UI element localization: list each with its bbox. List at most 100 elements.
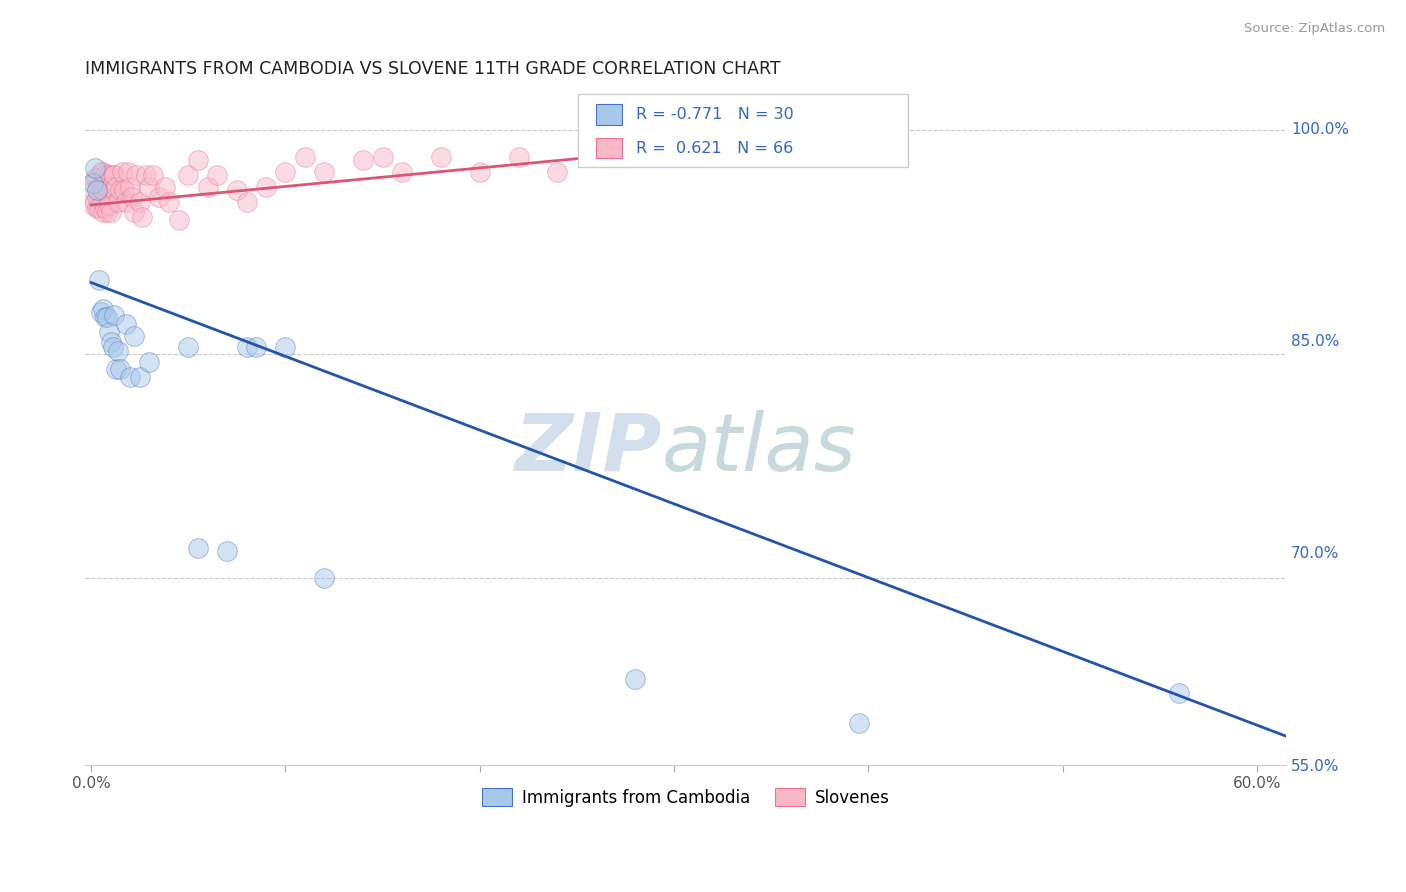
Point (225, 183, 247, 197)
Point (90, 183, 112, 197)
Text: R = -0.771   N = 30: R = -0.771 N = 30 (637, 107, 794, 122)
FancyBboxPatch shape (596, 104, 621, 125)
Point (148, 190, 170, 204)
Point (187, 153, 209, 168)
Legend: Immigrants from Cambodia, Slovenes: Immigrants from Cambodia, Slovenes (475, 781, 897, 814)
FancyBboxPatch shape (596, 138, 621, 158)
Point (82, 183, 104, 197)
Point (91, 205, 114, 219)
Point (121, 190, 143, 204)
Point (352, 153, 374, 168)
Point (235, 194, 257, 209)
Point (84, 194, 107, 209)
Point (115, 318, 138, 332)
Point (468, 165, 491, 179)
Point (122, 329, 145, 343)
Point (391, 165, 413, 179)
Point (128, 369, 150, 384)
Point (314, 165, 336, 179)
Point (90, 165, 112, 179)
Point (86, 201, 108, 215)
Point (103, 183, 125, 197)
Point (135, 168, 157, 182)
Text: IMMIGRANTS FROM CAMBODIA VS SLOVENE 11TH GRADE CORRELATION CHART: IMMIGRANTS FROM CAMBODIA VS SLOVENE 11TH… (86, 60, 780, 78)
Point (82, 176, 104, 190)
Point (105, 362, 128, 376)
Point (115, 194, 138, 209)
Point (848, 715, 870, 730)
Point (702, 138, 724, 153)
Point (177, 168, 200, 182)
Text: atlas: atlas (662, 410, 856, 488)
Point (274, 340, 297, 354)
Point (111, 165, 134, 179)
Point (87, 272, 110, 286)
Point (103, 309, 125, 323)
Point (546, 165, 568, 179)
Point (128, 194, 150, 209)
Point (131, 210, 153, 224)
Point (235, 340, 257, 354)
Point (96, 310, 118, 324)
Point (157, 194, 180, 209)
Point (90, 305, 112, 319)
Point (1168, 686, 1191, 700)
Point (122, 205, 145, 219)
Point (100, 335, 122, 350)
Point (101, 168, 124, 182)
Point (94, 201, 117, 215)
Point (103, 168, 125, 182)
Point (84, 171, 107, 186)
Point (100, 180, 122, 194)
Point (96, 180, 118, 194)
Point (624, 673, 647, 687)
Point (86, 190, 108, 204)
Point (187, 541, 209, 556)
Point (86, 183, 108, 197)
Point (91, 183, 114, 197)
Point (125, 168, 148, 182)
Point (97, 168, 120, 182)
Point (138, 180, 160, 194)
Point (294, 150, 316, 164)
Point (167, 212, 190, 227)
Point (207, 168, 229, 182)
Point (112, 183, 135, 197)
Point (105, 180, 128, 194)
Text: R =  0.621   N = 66: R = 0.621 N = 66 (637, 141, 793, 155)
Point (96, 205, 118, 219)
Point (87, 201, 110, 215)
Point (118, 180, 141, 194)
Point (82, 198, 104, 212)
Point (87, 180, 110, 194)
Point (430, 150, 453, 164)
Point (274, 165, 297, 179)
Text: Source: ZipAtlas.com: Source: ZipAtlas.com (1244, 22, 1385, 36)
Point (585, 150, 607, 164)
Point (138, 354, 160, 368)
Point (508, 150, 530, 164)
Point (118, 369, 141, 384)
FancyBboxPatch shape (578, 95, 908, 167)
Point (110, 362, 132, 376)
Point (217, 544, 239, 558)
Point (94, 168, 117, 182)
Point (107, 344, 129, 359)
Point (101, 340, 124, 354)
Point (177, 340, 200, 354)
Point (97, 198, 120, 212)
Point (254, 180, 277, 194)
Point (86, 171, 108, 186)
Point (107, 194, 129, 209)
Point (84, 161, 107, 175)
Point (117, 165, 139, 179)
Point (153, 180, 176, 194)
Point (644, 145, 666, 160)
Point (371, 150, 394, 164)
Point (197, 180, 219, 194)
Point (91, 302, 114, 317)
Text: ZIP: ZIP (515, 410, 662, 488)
Point (100, 205, 122, 219)
Point (97, 325, 120, 339)
Point (110, 183, 132, 197)
